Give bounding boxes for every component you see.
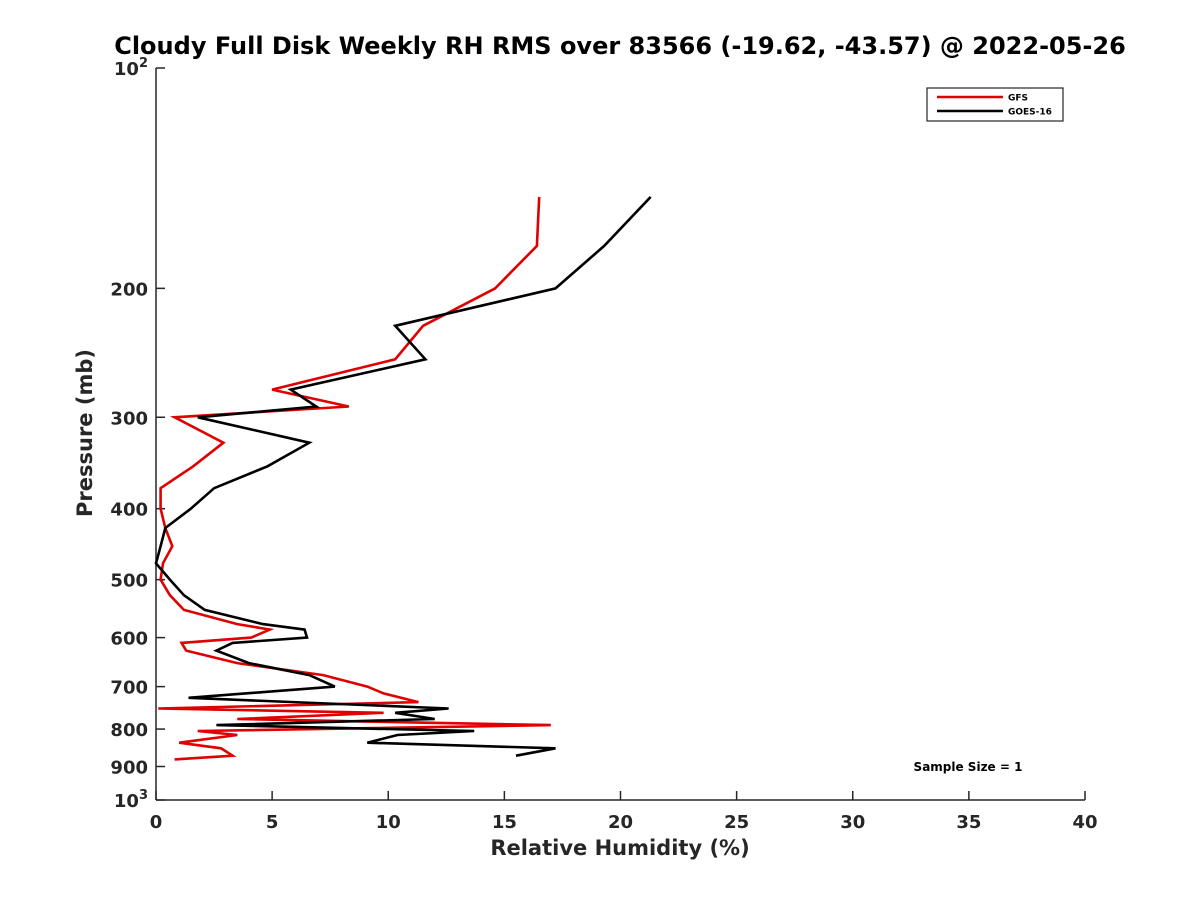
legend-label: GFS bbox=[1008, 94, 1028, 104]
y-tick-label: 500 bbox=[110, 571, 148, 592]
y-ticks: 102 200 300 400 500 600 700 800 900 103 bbox=[110, 56, 165, 812]
y-axis-label: Pressure (mb) bbox=[73, 349, 97, 517]
x-tick-label: 15 bbox=[492, 812, 517, 833]
y-tick-label: 103 bbox=[114, 788, 148, 812]
x-tick-label: 10 bbox=[376, 812, 401, 833]
y-tick-label: 600 bbox=[110, 629, 148, 650]
series-line-gfs bbox=[158, 196, 551, 761]
series-line-goes-16 bbox=[154, 196, 652, 757]
legend-box bbox=[926, 87, 1064, 122]
y-tick-label: 200 bbox=[110, 279, 148, 300]
series-group bbox=[154, 196, 652, 761]
y-tick-label: 700 bbox=[110, 678, 148, 699]
x-tick-label: 5 bbox=[266, 812, 279, 833]
y-tick-label: 102 bbox=[114, 56, 148, 80]
y-tick-label: 900 bbox=[110, 758, 148, 779]
x-tick-label: 25 bbox=[724, 812, 749, 833]
x-tick-label: 0 bbox=[150, 812, 163, 833]
sample-size-annotation: Sample Size = 1 bbox=[914, 760, 1023, 774]
x-axis-label: Relative Humidity (%) bbox=[490, 836, 749, 860]
legend: GFS GOES-16 bbox=[926, 87, 1064, 122]
y-tick-label: 800 bbox=[110, 720, 148, 741]
x-tick-label: 35 bbox=[956, 812, 981, 833]
x-tick-label: 20 bbox=[608, 812, 633, 833]
y-tick-label: 400 bbox=[110, 500, 148, 521]
x-tick-label: 30 bbox=[840, 812, 865, 833]
x-ticks: 0 5 10 15 20 25 30 35 40 bbox=[150, 791, 1098, 833]
legend-label: GOES-16 bbox=[1008, 108, 1052, 118]
y-tick-label: 300 bbox=[110, 408, 148, 429]
x-tick-label: 40 bbox=[1072, 812, 1097, 833]
chart-title: Cloudy Full Disk Weekly RH RMS over 8356… bbox=[114, 32, 1126, 60]
